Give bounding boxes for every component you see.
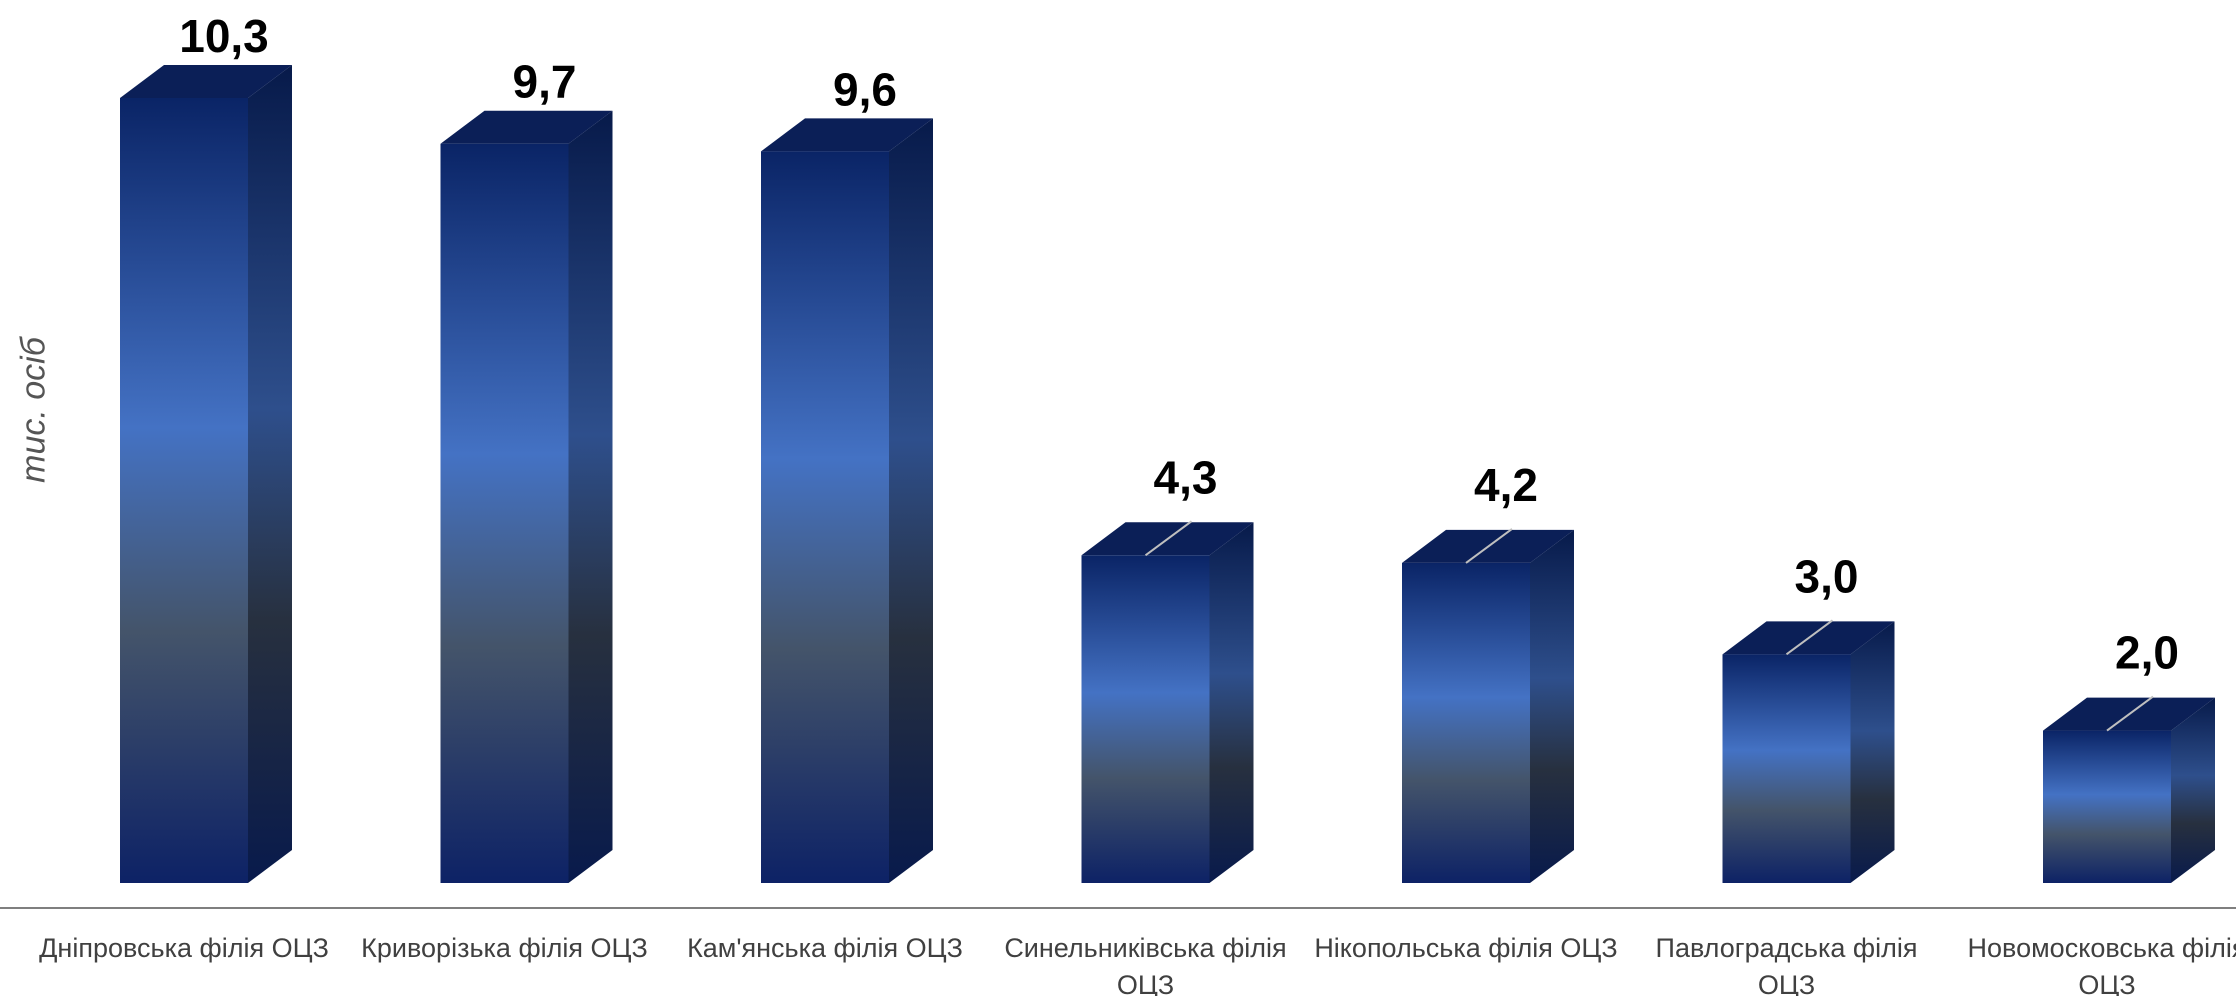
- value-label: 3,0: [1795, 550, 1859, 602]
- value-label: 9,6: [833, 63, 897, 115]
- bar-top-face: [120, 65, 292, 98]
- bar-3: 9,6 Кам'янська філія ОЦЗ: [687, 63, 963, 963]
- bar-side-face: [1209, 522, 1254, 883]
- value-label: 10,3: [179, 10, 269, 62]
- value-label-leader-line: [1144, 520, 1193, 557]
- value-label: 2,0: [2115, 627, 2179, 679]
- bar-side-face: [889, 118, 933, 884]
- bar-2: 9,7 Криворізька філія ОЦЗ: [361, 56, 648, 963]
- bar-6: 3,0 Павлоградська філія ОЦЗ: [1656, 550, 1918, 996]
- category-label: Новомосковська філія ОЦЗ: [1968, 933, 2236, 996]
- bar-front-face: [2043, 730, 2171, 883]
- bar-5: 4,2 Нікопольська філія ОЦЗ: [1314, 459, 1617, 963]
- bar-front-face: [761, 151, 889, 884]
- bar-side-face: [1530, 529, 1574, 883]
- bar-side-face: [1850, 621, 1895, 883]
- bar-4: 4,3 Синельниківська філія ОЦЗ: [1004, 451, 1286, 996]
- bar-7: 2,0 Новомосковська філія ОЦЗ: [1968, 627, 2236, 996]
- value-label: 4,3: [1154, 451, 1218, 503]
- category-label: Павлоградська філія ОЦЗ: [1656, 933, 1918, 996]
- value-label-leader-line: [1785, 619, 1834, 656]
- value-label-leader-line: [1465, 528, 1513, 564]
- category-label: Криворізька філія ОЦЗ: [361, 933, 648, 963]
- bar-side-face: [568, 110, 613, 884]
- bar-side-face: [2171, 697, 2215, 883]
- bar-front-face: [1402, 562, 1530, 883]
- bar-top-face: [761, 118, 933, 152]
- category-label: Кам'янська філія ОЦЗ: [687, 933, 963, 963]
- bar-1: 10,3 Дніпровська філія ОЦЗ: [39, 10, 329, 963]
- category-label: Нікопольська філія ОЦЗ: [1314, 933, 1617, 963]
- bar-side-face: [248, 65, 292, 883]
- bar-front-face: [1722, 654, 1851, 883]
- bar-front-face: [440, 143, 569, 883]
- value-label: 4,2: [1474, 459, 1538, 511]
- category-label: Дніпровська філія ОЦЗ: [39, 933, 329, 963]
- bar-front-face: [1081, 555, 1210, 883]
- category-label: Синельниківська філія ОЦЗ: [1004, 933, 1286, 996]
- bar-top-face: [440, 110, 613, 144]
- bar-front-face: [120, 98, 248, 883]
- value-label: 9,7: [513, 56, 577, 108]
- value-label-leader-line: [2106, 695, 2154, 732]
